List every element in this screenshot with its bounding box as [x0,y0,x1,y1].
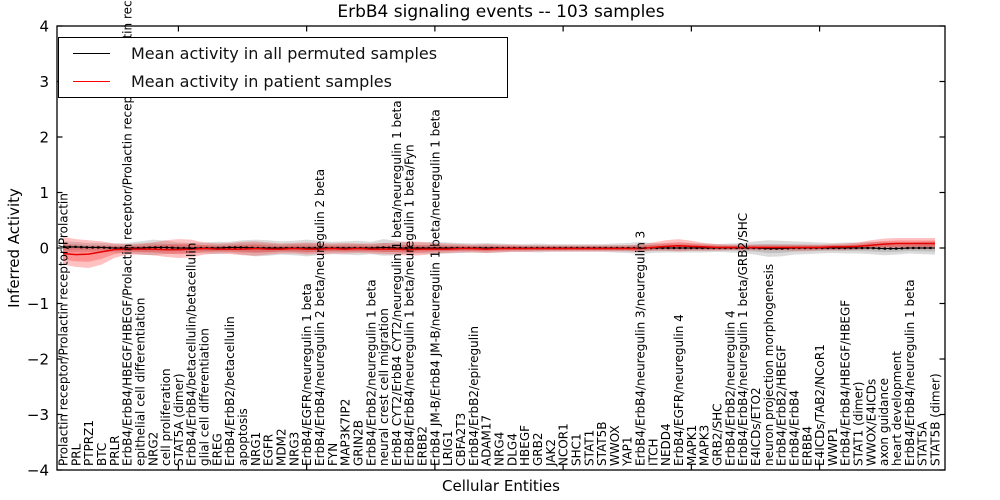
x-category-label: PTPRZ1 [82,420,96,466]
x-category-label: ErbB4/ErbB4/neuregulin 1 beta [903,279,917,466]
x-category-label: GRB2 [531,432,545,466]
x-category-label: PRLR [108,435,122,466]
chart-title: ErbB4 signaling events -- 103 samples [337,2,665,22]
x-category-label: CBFA2T3 [454,413,468,466]
y-tick-label: −4 [27,462,49,480]
x-category-label: ERBB4 [800,426,814,466]
x-category-label: ErbB4/ErbB4/betacellulin/betacellulin [185,243,199,466]
y-tick-label: 4 [39,18,49,36]
x-category-label: glial cell differentiation [198,328,212,466]
x-category-label: ErbB4/ErbB4/neuregulin 1 beta/neuregulin… [403,144,417,466]
x-category-label: ErbB4/ErbB2/betacellulin [223,316,237,466]
x-category-label: ErbB4/ErbB4 [787,390,801,466]
x-category-label: E4ICDs/TAB2/NCoR1 [813,344,827,466]
x-category-label: ErbB4 JM-B/ErbB4 JM-B/neuregulin 1 beta/… [428,109,442,466]
x-category-label: STAT1 (dimer) [852,382,866,466]
x-category-label: neural crest cell migration [377,308,391,466]
x-category-label: GRB2/SHC [710,403,724,466]
y-tick-label: −1 [27,295,49,313]
x-category-label: apoptosis [236,408,250,466]
x-category-label: SHC1 [569,433,583,466]
x-category-label: EREG [210,433,224,466]
x-category-label: MAPK3 [698,425,712,466]
x-category-label: STAT5A [916,421,930,466]
x-category-label: cell proliferation [159,368,173,466]
x-category-label: STAT1 [582,430,596,466]
x-category-label: ErbB4 CYT2/ErbB4 CYT2/neuregulin 1 beta/… [390,100,404,466]
legend: Mean activity in all permuted samples Me… [58,37,508,98]
x-category-label: Prolactin receptor/Prolactin receptor/Pr… [57,193,71,466]
patient-band-inner [63,240,935,262]
x-category-label: YAP1 [621,437,635,467]
x-category-label: ErbB4/ErbB2/HBEGF [775,345,789,466]
x-category-label: ErbB4/ErbB4/neuregulin 3/neuregulin 3 [634,231,648,466]
x-category-label: ErbB4/ErbB2/neuregulin 1 beta [364,279,378,466]
y-axis-label: Inferred Activity [5,188,23,308]
x-category-label: WWOX [608,425,622,466]
x-category-label: FYN [326,443,340,466]
x-category-label: MAP3K7IP2 [339,399,353,466]
x-category-label: epithelial cell differentiation [133,298,147,466]
x-category-label: HBEGF [518,425,532,466]
x-category-label: STAT5B (dimer) [928,373,942,466]
legend-label-permuted: Mean activity in all permuted samples [131,43,438,63]
legend-item-permuted: Mean activity in all permuted samples [59,40,507,66]
x-category-label: WWOX/E4ICDs [864,379,878,466]
permuted-line-swatch [73,52,110,54]
y-tick-label: 3 [39,73,49,91]
x-category-label: STAT5B [595,422,609,467]
x-category-label: MDM2 [274,428,288,466]
legend-label-patient: Mean activity in patient samples [131,72,392,92]
x-category-label: DLG4 [505,433,519,466]
legend-item-patient: Mean activity in patient samples [59,69,507,95]
x-category-label: ErbB4/EGFR/neuregulin 4 [672,314,686,466]
x-category-label: NRG1 [249,432,263,466]
y-tick-label: −2 [27,351,49,369]
x-category-label: GRIN2B [351,420,365,466]
x-category-label: ErbB4/ErbB4/neuregulin 2 beta/neuregulin… [313,169,327,466]
x-category-label: ErbB4/ErbB4/HBEGF/HBEGF [839,300,853,466]
x-axis-label: Cellular Entities [442,477,560,495]
x-category-label: ErbB4/ErbB4/neuregulin 1 beta/GRB2/SHC [736,213,750,466]
x-category-label: NRG3 [287,432,301,466]
x-category-label: ErbB4/ErbB2/epiregulin [467,326,481,466]
x-category-label: ErbB4/EGFR/neuregulin 1 beta [300,283,314,466]
patient-band [63,236,935,268]
x-category-label: neuron projection morphogenesis [762,264,776,466]
x-category-label: WWP1 [826,427,840,466]
x-category-label: BTC [95,443,109,466]
x-category-label: NRG4 [492,432,506,466]
y-tick-label: 2 [39,129,49,147]
x-category-label: NEDD4 [659,423,673,466]
x-category-label: heart development [890,351,904,466]
y-tick-label: −3 [27,406,49,424]
x-category-label: ADAM17 [480,415,494,466]
x-category-label: ErbB4/ErbB4/HBEGF/HBEGF/Prolactin recept… [121,0,135,466]
patient-mean-line [62,242,935,256]
x-category-label: NRG2 [146,432,160,466]
x-category-label: EGFR [262,434,276,466]
patient-line-swatch [73,81,110,83]
x-category-label: PRL [69,443,83,466]
y-tick-label: 1 [39,184,49,202]
y-tick-label: 0 [39,240,49,258]
x-category-label: LRIG1 [441,431,455,467]
x-category-label: STAT5A (dimer) [172,373,186,466]
x-category-label: ITCH [646,438,660,466]
x-category-label: E4ICDs/ETO2 [749,387,763,466]
x-category-label: NCOR1 [557,423,571,466]
x-category-label: MAPK1 [685,425,699,466]
x-category-label: ERBB2 [416,426,430,466]
x-category-label: axon guidance [877,378,891,466]
x-category-label: JAK2 [544,439,558,467]
x-category-label: ErbB4/ErbB2/neuregulin 4 [723,310,737,466]
